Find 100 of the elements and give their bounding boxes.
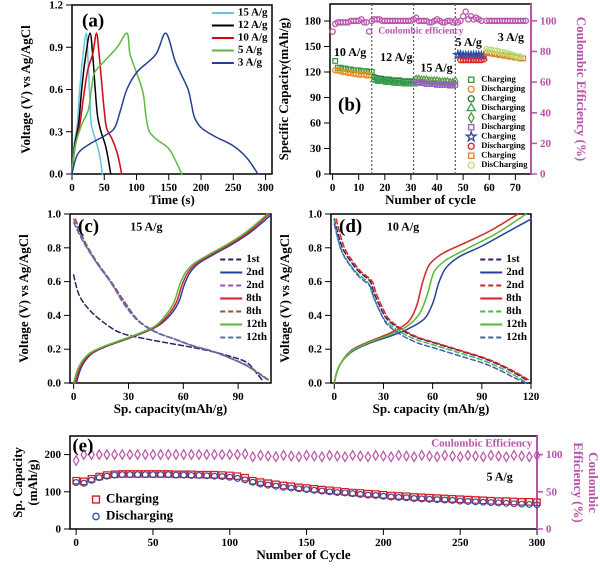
y-tick-label: 0.0: [47, 378, 62, 390]
legend-label: 2nd: [246, 266, 264, 278]
y-axis-title: Voltage (V) vs Ag/AgCl: [16, 234, 31, 363]
x-tick-label: 300: [528, 536, 546, 549]
legend-label: DisCharging: [481, 159, 528, 170]
legend-label: 2nd: [506, 279, 524, 292]
x-tick-label: 30: [122, 390, 134, 403]
legend-label: 5 A/g: [238, 44, 262, 56]
legend-label: Charging: [481, 150, 516, 160]
y-tick-label: 150: [304, 41, 322, 54]
x-tick-label: 20: [379, 182, 391, 194]
x-tick-label: 0: [73, 536, 80, 549]
y-tick-label: 90: [310, 92, 322, 104]
legend-label: Discharging: [481, 102, 526, 112]
x-tick-label: 0: [70, 390, 77, 403]
y2-tick-label: 0: [540, 168, 546, 181]
x-tick-label: 250: [225, 182, 242, 194]
x-tick-label: 250: [452, 536, 469, 549]
x-tick-label: 60: [484, 182, 496, 194]
legend-label: 12th: [506, 318, 527, 330]
legend-label: Charging: [481, 130, 516, 141]
x-axis-title: Sp. capacity (mAh/g): [372, 401, 490, 416]
y2-tick-label: 100: [546, 449, 563, 462]
y-axis-title: Voltage (V) vs Ag/AgCl: [277, 234, 292, 363]
y2-tick-label: 80: [540, 46, 552, 58]
legend-label: Discharging: [481, 121, 526, 132]
y2-tick-label: 0: [546, 524, 552, 536]
y-tick-label: 0.4: [47, 310, 62, 322]
y-tick-label: 0.4: [308, 310, 322, 322]
x-tick-label: 200: [192, 182, 210, 194]
y-tick-label: 200: [44, 449, 62, 462]
y-tick-label: 0: [316, 168, 322, 181]
y-axis-title: Specific Capacity(mAh/g): [276, 18, 291, 160]
legend-label: Discharging: [481, 83, 526, 94]
x-tick-label: 0: [332, 390, 338, 403]
x-tick-label: 90: [476, 390, 488, 403]
legend-label: Charging: [481, 74, 516, 84]
y2-tick-label: 50: [546, 486, 558, 498]
y-tick-label: 0.9: [49, 42, 64, 54]
x-tick-label: 70: [510, 182, 522, 194]
y-tick-label: 0: [56, 524, 62, 536]
legend-label: Charging: [481, 92, 516, 103]
legend-label: 12th: [246, 318, 267, 330]
y-axis-title: Sp. Capacity (mAh/g): [10, 446, 40, 518]
annotation: 3 A/g: [498, 30, 524, 44]
y-tick-label: 0.8: [308, 242, 322, 254]
x-tick-label: 30: [405, 182, 417, 194]
x-tick-label: 200: [375, 536, 392, 549]
x-tick-label: 90: [232, 390, 244, 403]
annotation: (c): [78, 216, 100, 237]
annotation: 12 A/g: [380, 50, 412, 64]
y2-tick-label: 100: [540, 15, 557, 28]
x-tick-label: 50: [147, 536, 159, 549]
y-tick-label: 30: [310, 143, 322, 156]
x-tick-label: 10: [353, 182, 365, 194]
y-axis-title: Voltage (V) vs Ag/AgCl: [18, 24, 33, 154]
y2-tick-label: 20: [540, 138, 552, 150]
x-tick-label: 0: [69, 182, 76, 194]
legend-label: Charging: [481, 112, 516, 122]
x-tick-label: 40: [432, 182, 444, 194]
x-tick-label: 0: [330, 182, 336, 194]
legend-label: 8th: [506, 292, 522, 304]
annotation: 5 A/g: [486, 470, 513, 484]
annotation: 10 A/g: [334, 45, 366, 60]
y-tick-label: 0.0: [49, 168, 64, 181]
x-tick-label: 60: [178, 390, 190, 403]
legend-label: 2nd: [506, 266, 524, 278]
y-tick-label: 1.0: [308, 208, 322, 221]
legend-label: 12th: [246, 331, 267, 344]
y2-tick-label: 40: [540, 107, 552, 120]
y2-tick-label: 60: [540, 76, 552, 89]
legend-label: 2nd: [246, 279, 264, 292]
x-axis-title: Number of cycle: [385, 192, 476, 207]
x-tick-label: 50: [98, 182, 110, 194]
legend-label: 3 A/g: [238, 56, 262, 69]
x-tick-label: 50: [458, 182, 470, 194]
x-axis-title: Number of Cycle: [256, 547, 351, 562]
annotation: 5 A/g: [456, 34, 482, 49]
x-tick-label: 30: [378, 390, 390, 403]
legend-label: 10 A/g: [238, 32, 268, 44]
y-tick-label: 0.2: [308, 344, 322, 356]
legend-label: 1st: [246, 253, 260, 266]
annotation: (d): [339, 216, 362, 237]
legend-label: Discharging: [106, 507, 174, 522]
y2-axis-title: Coulombic Efficiency (%): [574, 16, 589, 162]
annotation: 15 A/g: [420, 60, 453, 74]
y-tick-label: 120: [304, 66, 322, 79]
legend-label: Charging: [106, 490, 160, 506]
annotation: (a): [82, 10, 104, 32]
y-tick-label: 0.2: [47, 344, 62, 356]
y-tick-label: 0.6: [47, 276, 62, 288]
y-tick-label: 0.8: [47, 242, 62, 254]
x-tick-label: 120: [522, 390, 540, 403]
annotation: (e): [72, 436, 94, 457]
x-tick-label: 60: [427, 390, 439, 403]
x-tick-label: 100: [128, 182, 146, 194]
legend-label: 12th: [506, 331, 527, 344]
legend-label: 12 A/g: [238, 19, 268, 32]
y-tick-label: 0.6: [49, 84, 64, 96]
annotation: 15 A/g: [130, 219, 163, 234]
